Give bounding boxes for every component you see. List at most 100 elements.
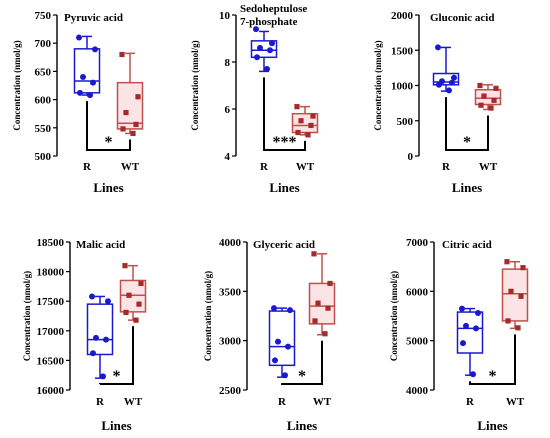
y-tick-label: 1000 <box>391 81 414 93</box>
data-point <box>126 292 132 298</box>
data-point <box>308 122 314 129</box>
box-r <box>86 293 114 380</box>
data-point <box>133 317 139 323</box>
x-axis-label: Lines <box>101 418 131 433</box>
data-point <box>92 46 98 53</box>
chart-panel-1: Pyruvic acid 500 550 600 650 700 750 Concentrat… <box>12 10 144 195</box>
significance-label: * <box>298 368 306 385</box>
data-point <box>87 92 93 99</box>
x-category-label: R <box>96 396 105 408</box>
box-wt <box>291 104 319 138</box>
box-iqr <box>73 48 101 94</box>
significance-label: * <box>105 134 113 151</box>
data-point <box>93 334 99 341</box>
box-wt <box>308 251 336 337</box>
y-tick-label: 16000 <box>37 385 65 397</box>
box-r <box>250 26 278 73</box>
data-point <box>80 74 86 81</box>
data-point <box>123 309 129 316</box>
significance-bracket <box>469 334 516 385</box>
data-point <box>520 265 526 271</box>
significance-label: * <box>463 134 471 151</box>
data-point <box>473 325 479 332</box>
box-wt <box>116 51 144 137</box>
data-point <box>449 79 455 86</box>
data-point <box>89 293 95 300</box>
box-r <box>432 44 460 94</box>
box-wt <box>501 259 529 331</box>
chart-panel-6: Citric acid 4000 5000 6000 7000 Concentration… <box>389 237 529 433</box>
data-point <box>275 338 281 345</box>
y-tick-label: 750 <box>35 10 52 22</box>
y-axis-label: Concentration (nmol/g) <box>373 40 383 130</box>
panel-title-line: Glyceric acid <box>253 239 315 251</box>
box-r <box>456 305 484 378</box>
y-tick-label: 6 <box>225 104 231 116</box>
data-point <box>90 79 96 86</box>
chart-panel-2: Sedoheptulose 7-phosphate 4 6 8 10 Concentrati… <box>190 3 319 195</box>
y-tick-label: 1500 <box>391 45 414 57</box>
data-point <box>325 305 331 311</box>
panel-title: Glyceric acid <box>253 239 315 251</box>
significance-label: *** <box>273 134 297 151</box>
y-tick-label: 4000 <box>406 385 429 397</box>
data-point <box>298 118 304 124</box>
chart-panel-3: Gluconic acid 0 500 1000 1500 2000 Concentrati… <box>373 10 502 195</box>
box-wt <box>474 82 502 111</box>
data-point <box>460 340 466 347</box>
y-tick-label: 6000 <box>406 286 429 298</box>
box-wt <box>119 263 147 323</box>
data-point <box>505 318 511 324</box>
x-category-label: WT <box>479 161 498 173</box>
y-axis-label: Concentration (nmol/g) <box>389 271 399 361</box>
data-point <box>311 251 317 257</box>
box-iqr <box>116 81 144 130</box>
significance-label: * <box>113 368 121 385</box>
panel-title-line: Sedoheptulose <box>240 3 307 15</box>
x-category-label: WT <box>313 396 332 408</box>
chart-panel-5: Glyceric acid 2500 3000 3500 4000 Concentrati… <box>203 237 336 433</box>
x-axis-label: Lines <box>452 180 482 195</box>
x-category-label: WT <box>296 161 315 173</box>
box-iqr <box>456 311 484 354</box>
panel-title-line: 7-phosphate <box>240 16 298 28</box>
data-point <box>253 26 259 33</box>
panel-title: Gluconic acid <box>430 12 494 24</box>
data-point <box>133 121 139 128</box>
data-point <box>446 87 452 94</box>
data-point <box>138 280 144 287</box>
data-point <box>315 300 321 306</box>
data-point <box>272 357 278 364</box>
data-point <box>271 305 277 312</box>
x-axis-label: Lines <box>287 418 317 433</box>
significance-bracket <box>99 326 134 385</box>
panel-title: Pyruvic acid <box>64 12 123 24</box>
data-point <box>136 301 142 307</box>
data-point <box>105 298 111 305</box>
y-tick-label: 650 <box>35 66 52 78</box>
panel-title-line: Citric acid <box>442 239 492 251</box>
data-point <box>122 263 128 269</box>
data-point <box>493 85 499 91</box>
panel-title: Citric acid <box>442 239 492 251</box>
panel-title: Sedoheptulose 7-phosphate <box>240 3 307 28</box>
box-iqr <box>474 88 502 106</box>
box-iqr <box>308 282 336 325</box>
significance-bracket <box>86 101 131 151</box>
y-tick-label: 700 <box>35 38 52 50</box>
data-point <box>123 109 129 116</box>
x-axis-label: Lines <box>477 418 507 433</box>
y-tick-label: 8 <box>225 57 231 69</box>
y-tick-label: 18000 <box>37 267 65 279</box>
data-point <box>287 307 293 314</box>
panel-title-line: Pyruvic acid <box>64 12 123 24</box>
data-point <box>475 310 481 317</box>
chart-panel-4: Malic acid 16000 16500 17000 17500 18000 18500… <box>22 237 147 433</box>
panel-title-line: Gluconic acid <box>430 12 494 24</box>
data-point <box>294 104 300 110</box>
y-axis-label: Concentration (nmol/g) <box>203 271 213 361</box>
data-point <box>120 126 126 132</box>
y-tick-label: 3000 <box>219 336 242 348</box>
data-point <box>463 322 469 329</box>
